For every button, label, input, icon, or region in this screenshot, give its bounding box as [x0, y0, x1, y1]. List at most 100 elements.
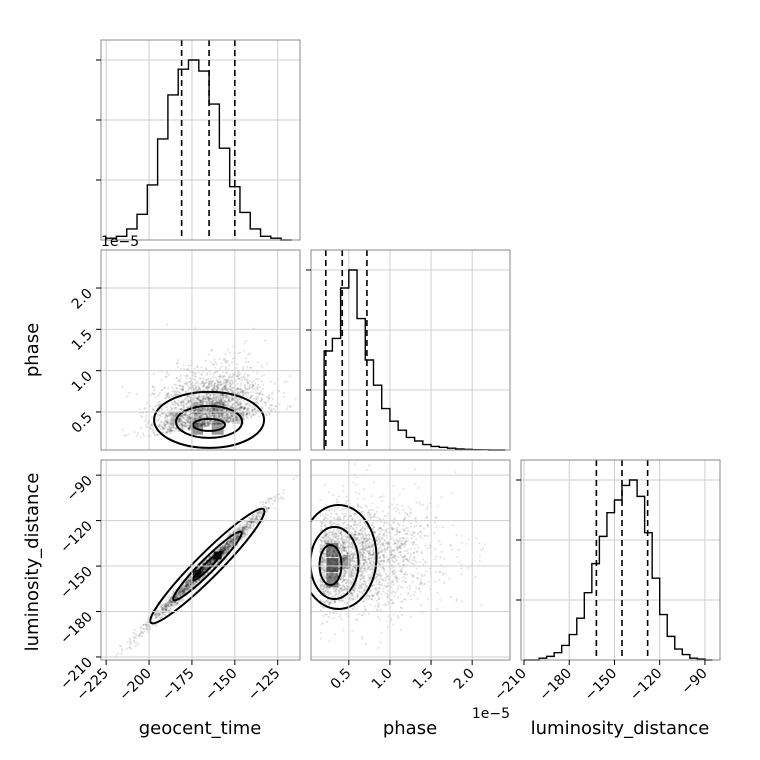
panel-geocent-time-phase-point [226, 388, 229, 392]
panel-geocent-time-phase-point [181, 425, 184, 428]
panel-geocent-time-phase-point [169, 427, 172, 430]
panel-geocent-time-phase-point [196, 401, 199, 404]
panel-geocent-time-luminosity-distance-point [224, 548, 227, 551]
panel-geocent-time-phase-point [203, 395, 206, 398]
panel-geocent-time-phase-point [186, 394, 189, 397]
panel-geocent-time-phase-point [221, 403, 225, 407]
panel-geocent-time-phase-point [215, 385, 218, 388]
panel-geocent-time-phase-point [217, 386, 220, 389]
panel-geocent-time-phase-point [205, 416, 208, 419]
panel-geocent-time-phase-point [201, 421, 204, 424]
panel-geocent-time-luminosity-distance-point [167, 595, 170, 598]
panel-geocent-time-phase-point [231, 398, 234, 401]
panel-geocent-time-luminosity-distance-point [187, 578, 190, 581]
panel-geocent-time-phase-point [174, 400, 177, 403]
panel-geocent-time-phase-point [215, 388, 218, 392]
panel-geocent-time-phase-point [181, 400, 184, 404]
panel-geocent-time-luminosity-distance-point [246, 521, 249, 524]
panel-geocent-time-phase-point [219, 375, 222, 378]
panel-geocent-time-phase-point [236, 390, 240, 393]
panel-geocent-time-luminosity-distance-point [229, 545, 232, 549]
panel-geocent-time-luminosity-distance-point [273, 499, 276, 502]
panel-geocent-time-phase-point [187, 420, 190, 423]
panel-geocent-time-phase-point [239, 403, 242, 406]
panel-geocent-time-phase-point [249, 415, 253, 418]
panel-geocent-time-luminosity-distance-point [208, 555, 211, 558]
panel-geocent-time-phase-point [199, 383, 202, 386]
panel-geocent-time-luminosity-distance-point [184, 585, 187, 588]
panel-geocent-time-luminosity-distance-point [179, 599, 182, 602]
panel-phase-luminosity-distance-point [380, 559, 384, 562]
panel-geocent-time-phase-point [238, 378, 241, 381]
panel-geocent-time-luminosity-distance-point [186, 587, 189, 591]
panel-geocent-time-luminosity-distance-point [242, 530, 245, 534]
panel-geocent-time-phase-point [193, 367, 196, 370]
panel-geocent-time-phase-point [204, 400, 207, 403]
panel-geocent-time-phase-point [207, 386, 210, 390]
panel-geocent-time-luminosity-distance-point [222, 553, 225, 556]
panel-geocent-time-phase-point [170, 393, 173, 397]
panel-geocent-time-phase-point [194, 395, 197, 398]
panel-geocent-time-phase-point [226, 413, 230, 416]
panel-geocent-time-phase-point [203, 423, 206, 426]
panel-geocent-time-phase-point [193, 417, 196, 420]
panel-geocent-time-phase-point [208, 401, 211, 404]
panel-geocent-time-luminosity-distance-point [200, 569, 203, 572]
panel-geocent-time-luminosity-distance-point [180, 578, 183, 581]
panel-geocent-time-luminosity-distance-point [153, 612, 157, 615]
panel-geocent-time-phase-point [208, 392, 211, 395]
panel-geocent-time-phase-point [256, 392, 259, 395]
panel-geocent-time-phase-point [269, 403, 272, 407]
panel-geocent-time-phase-point [166, 392, 170, 396]
panel-geocent-time-phase-point [252, 379, 256, 383]
panel-geocent-time-phase-point [248, 386, 251, 390]
panel-geocent-time-phase-point [216, 383, 220, 386]
panel-geocent-time-phase-point [171, 403, 175, 406]
panel-geocent-time-luminosity-distance-point [206, 566, 209, 569]
panel-geocent-time-phase-point [193, 409, 196, 412]
panel-geocent-time-luminosity-distance-point [242, 527, 245, 530]
panel-geocent-time-phase-point [226, 348, 229, 351]
panel-geocent-time-phase-point [213, 422, 216, 426]
panel-geocent-time-luminosity-distance-point [201, 569, 204, 572]
panel-geocent-time-luminosity-distance-point [177, 594, 181, 597]
panel-phase-luminosity-distance-point [341, 576, 344, 579]
panel-geocent-time-luminosity-distance-point [160, 608, 163, 611]
panel-geocent-time-phase-point [163, 412, 166, 415]
panel-geocent-time-luminosity-distance-point [178, 594, 181, 597]
panel-phase-luminosity-distance-point [324, 534, 327, 537]
panel-geocent-time-phase-point [194, 413, 197, 416]
panel-geocent-time-phase-point [196, 422, 199, 425]
panel-geocent-time-phase-point [231, 372, 234, 376]
panel-geocent-time-phase-point [217, 409, 220, 412]
panel-geocent-time-phase-point [206, 409, 209, 412]
panel-geocent-time-phase-point [170, 407, 174, 410]
panel-geocent-time-luminosity-distance-point [243, 525, 246, 528]
panel-geocent-time-phase-point [205, 421, 209, 424]
panel-geocent-time-phase-point [200, 398, 203, 401]
panel-geocent-time-luminosity-distance-point [243, 533, 246, 536]
panel-geocent-time-phase-point [199, 409, 203, 412]
panel-geocent-time-phase-point [225, 370, 229, 374]
panel-geocent-time-phase-point [179, 375, 182, 378]
panel-geocent-time-phase-point [208, 416, 211, 419]
panel-geocent-time-phase-point [203, 422, 206, 425]
panel-geocent-time-phase-point [178, 424, 181, 427]
panel-geocent-time-phase-point [209, 397, 212, 401]
panel-geocent-time-luminosity-distance-point [180, 598, 183, 601]
panel-geocent-time-phase-point [163, 423, 167, 427]
panel-geocent-time-phase-point [251, 387, 255, 390]
panel-geocent-time-phase-point [167, 429, 170, 432]
panel-geocent-time-phase-point [225, 412, 228, 416]
panel-geocent-time-phase-point [205, 421, 209, 424]
panel-geocent-time-phase-point [214, 413, 217, 417]
panel-geocent-time-phase-point [195, 388, 198, 391]
panel-geocent-time-phase-point [229, 411, 233, 415]
panel-geocent-time-phase-point [215, 421, 219, 424]
panel-geocent-time-luminosity-distance-point [161, 613, 165, 616]
panel-geocent-time-phase-point [189, 426, 192, 429]
panel-geocent-time-phase-point [195, 411, 198, 415]
panel-geocent-time-luminosity-distance-point [246, 526, 249, 529]
panel-geocent-time-phase-point [243, 402, 246, 405]
panel-geocent-time-luminosity-distance-point [169, 600, 173, 603]
